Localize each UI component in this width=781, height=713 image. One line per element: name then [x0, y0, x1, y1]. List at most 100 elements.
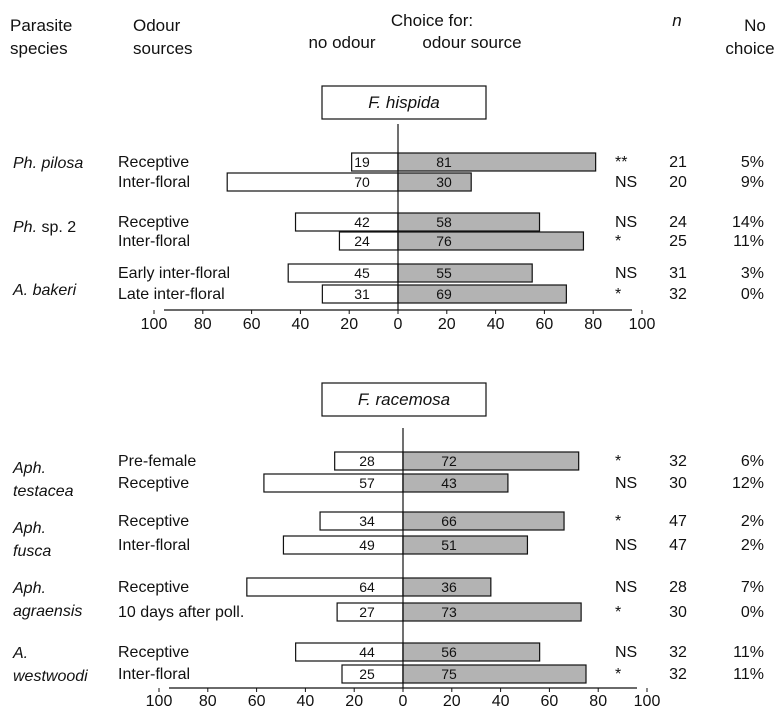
- significance-label: NS: [615, 265, 637, 282]
- species-label: fusca: [13, 543, 51, 560]
- x-tick-label: 40: [492, 693, 510, 710]
- species-label: Aph.: [12, 460, 46, 477]
- x-tick-label: 20: [438, 316, 456, 333]
- significance-label: *: [615, 233, 621, 250]
- bar-no-odour-value: 44: [359, 644, 375, 660]
- bar-odour-source: [397, 263, 533, 283]
- significance-label: NS: [615, 174, 637, 191]
- bar-odour-source: [397, 231, 585, 251]
- bar-no-odour-value: 64: [359, 579, 375, 595]
- data-row: Early inter-floral 45 55 NS 31 3%: [118, 263, 764, 283]
- n-value: 32: [669, 644, 687, 661]
- bar-odour-value: 30: [436, 174, 452, 190]
- bar-odour-value: 75: [441, 666, 457, 682]
- bar-odour-value: 72: [441, 453, 457, 469]
- bar-odour-value: 73: [441, 604, 457, 620]
- no-choice-value: 11%: [733, 666, 764, 683]
- odour-source-label: Receptive: [118, 513, 189, 530]
- header-choice-for: Choice for:: [391, 11, 473, 30]
- x-tick-label: 0: [399, 693, 408, 710]
- data-row: Inter-floral 70 30 NS 20 9%: [118, 172, 764, 192]
- header-sources-line1: Odour: [133, 16, 181, 35]
- species-label: Ph. sp. 2: [13, 219, 76, 236]
- x-tick-label: 20: [345, 693, 363, 710]
- bar-no-odour-value: 25: [359, 666, 375, 682]
- bar-odour-source: [402, 451, 580, 471]
- n-value: 24: [669, 214, 687, 231]
- data-row: Pre-female 28 72 * 32 6%: [118, 451, 764, 471]
- bar-odour-value: 55: [436, 265, 452, 281]
- x-tick-label: 100: [629, 316, 656, 333]
- no-choice-value: 9%: [741, 174, 764, 191]
- odour-source-label: Inter-floral: [118, 666, 190, 683]
- bar-odour-value: 66: [441, 513, 457, 529]
- bar-odour-source: [397, 212, 541, 232]
- significance-label: *: [615, 604, 621, 621]
- bar-no-odour: [263, 473, 404, 493]
- bar-odour-value: 76: [436, 233, 452, 249]
- odour-source-label: Inter-floral: [118, 537, 190, 554]
- bar-no-odour: [246, 577, 404, 597]
- header-sources-line2: sources: [133, 39, 193, 58]
- bar-no-odour-value: 28: [359, 453, 375, 469]
- odour-source-label: 10 days after poll.: [118, 604, 244, 621]
- no-choice-value: 14%: [732, 214, 764, 231]
- data-row: Receptive 64 36 NS 28 7%: [118, 577, 764, 597]
- species-label: testacea: [13, 483, 74, 500]
- x-tick-label: 100: [141, 316, 168, 333]
- odour-source-label: Pre-female: [118, 453, 196, 470]
- panel-title: F. hispida: [368, 93, 440, 112]
- significance-label: NS: [615, 579, 637, 596]
- x-tick-label: 60: [243, 316, 261, 333]
- species-label: Ph. pilosa: [13, 155, 83, 172]
- bar-odour-value: 56: [441, 644, 457, 660]
- n-value: 32: [669, 453, 687, 470]
- column-headers: Parasite species Odour sources Choice fo…: [10, 11, 775, 58]
- significance-label: NS: [615, 537, 637, 554]
- n-value: 20: [669, 174, 687, 191]
- odour-source-label: Receptive: [118, 644, 189, 661]
- species-label: westwoodi: [13, 668, 88, 685]
- x-tick-label: 100: [634, 693, 661, 710]
- bar-odour-source: [402, 642, 541, 662]
- n-value: 28: [669, 579, 687, 596]
- bar-no-odour-value: 24: [354, 233, 370, 249]
- bar-odour-value: 58: [436, 214, 452, 230]
- odour-source-label: Inter-floral: [118, 233, 190, 250]
- bar-no-odour-value: 70: [354, 174, 370, 190]
- n-value: 31: [669, 265, 687, 282]
- data-row: Inter-floral 24 76 * 25 11%: [118, 231, 764, 251]
- no-choice-value: 2%: [741, 537, 764, 554]
- odour-source-label: Early inter-floral: [118, 265, 230, 282]
- bar-odour-value: 43: [441, 475, 457, 491]
- bar-no-odour: [294, 212, 399, 232]
- x-tick-label: 60: [541, 693, 559, 710]
- chart-panels: F. hispida Ph. pilosa Ph. sp. 2 A. bakeri Re…: [12, 85, 764, 710]
- bar-odour-source: [402, 664, 587, 684]
- bar-odour-value: 51: [441, 537, 457, 553]
- bar-no-odour: [226, 172, 399, 192]
- panel-title-box: [321, 85, 487, 120]
- bar-odour-value: 81: [436, 154, 452, 170]
- x-tick-label: 40: [487, 316, 505, 333]
- n-value: 21: [669, 154, 687, 171]
- header-no-choice-line1: No: [744, 16, 766, 35]
- significance-label: **: [615, 154, 627, 171]
- data-row: Receptive 19 81 ** 21 5%: [118, 152, 764, 172]
- bar-no-odour-value: 31: [354, 286, 370, 302]
- no-choice-value: 2%: [741, 513, 764, 530]
- x-tick-label: 60: [536, 316, 554, 333]
- n-value: 32: [669, 286, 687, 303]
- n-value: 32: [669, 666, 687, 683]
- no-choice-value: 0%: [741, 604, 764, 621]
- bar-no-odour-value: 34: [359, 513, 375, 529]
- bar-no-odour-value: 27: [359, 604, 375, 620]
- x-tick-label: 80: [199, 693, 217, 710]
- header-species-line2: species: [10, 39, 68, 58]
- bar-no-odour-value: 45: [354, 265, 370, 281]
- no-choice-value: 12%: [732, 475, 764, 492]
- significance-label: *: [615, 286, 621, 303]
- bar-no-odour: [295, 642, 404, 662]
- data-row: Receptive 44 56 NS 32 11%: [118, 642, 764, 662]
- no-choice-value: 5%: [741, 154, 764, 171]
